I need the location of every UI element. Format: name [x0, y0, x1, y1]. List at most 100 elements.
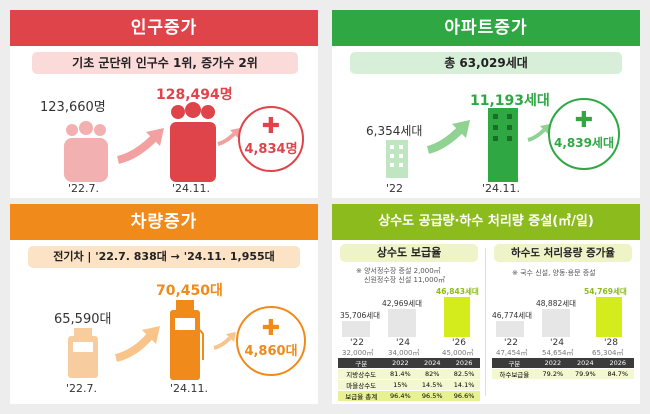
population-after-label: '24.11. — [172, 182, 211, 195]
small-arrow-icon — [217, 128, 240, 146]
table-header: 2026 — [448, 358, 480, 369]
table-header: 2024 — [416, 358, 449, 369]
population-subtitle: 기초 군단위 인구수 1위, 증가수 2위 — [32, 52, 298, 74]
sewage-bar-3 — [596, 297, 622, 337]
vehicle-panel: 차량증가 전기차 | '22.7. 838대 → '24.11. 1,955대 … — [10, 204, 318, 404]
sewage-note-1: ※ 국수 신설, 양동·용문 증설 — [512, 269, 596, 277]
apartment-panel: 아파트증가 총 63,029세대 6,354세대 '22 11,193세대 '2… — [332, 10, 640, 198]
growth-arrow-icon — [426, 120, 470, 154]
table-cell: 14.1% — [448, 379, 480, 391]
plus-icon: ✚ — [261, 114, 281, 139]
sewage-bar-2 — [542, 309, 570, 337]
supply-bar-2-year: '24 — [396, 338, 410, 348]
sewage-bar-1-year: '22 — [504, 338, 518, 348]
sewage-bar-2-value: 48,882세대 — [536, 299, 577, 308]
vehicle-after-value: 70,450대 — [156, 283, 223, 299]
supply-bar-1-cap: 32,000㎥ — [342, 349, 374, 357]
table-cell: 96.5% — [416, 390, 449, 402]
population-before-value: 123,660명 — [40, 100, 106, 115]
table-cell: 79.2% — [536, 368, 570, 380]
sewage-title: 하수도 처리용량 증가율 — [494, 244, 632, 262]
growth-arrow-icon — [116, 128, 164, 164]
population-panel: 인구증가 기초 군단위 인구수 1위, 증가수 2위 123,660명 '22.… — [10, 10, 318, 198]
table-header: 2024 — [569, 358, 602, 369]
table-header: 구분 — [492, 358, 537, 369]
supply-bar-2 — [388, 309, 416, 337]
apartment-subtitle: 총 63,029세대 — [350, 52, 622, 74]
sewage-bar-1-value: 46,774세대 — [492, 311, 533, 320]
table-cell: 14.5% — [416, 379, 449, 391]
vehicle-increase-value: 4,860대 — [244, 344, 298, 359]
supply-note-2: 신원정수장 신설 11,000㎥ — [364, 276, 446, 284]
table-cell: 하수보급율 — [492, 368, 537, 380]
supply-bar-3-cap: 45,000㎥ — [442, 349, 474, 357]
table-cell: 15% — [384, 379, 417, 391]
vehicle-before-value: 65,590대 — [54, 312, 112, 327]
sewage-bar-2-year: '24 — [550, 338, 564, 348]
supply-table: 구분 2022 2024 2026 지방상수도 81.4% 82% 82.5% 마을상수도 1… — [338, 358, 480, 402]
plus-icon: ✚ — [261, 316, 281, 341]
apartment-before-value: 6,354세대 — [366, 124, 423, 138]
vehicle-increase-badge: ✚ 4,860대 — [236, 306, 306, 376]
population-increase-value: 4,834명 — [244, 142, 298, 157]
population-title: 인구증가 — [10, 10, 318, 46]
supply-bar-3-value: 46,843세대 — [436, 287, 479, 296]
apartment-after-value: 11,193세대 — [470, 93, 550, 109]
apartment-increase-value: 4,839세대 — [553, 136, 615, 150]
population-before-label: '22.7. — [68, 182, 100, 195]
sewage-table: 구분 2022 2024 2026 하수보급율 79.2% 79.9% 84.7% — [492, 358, 634, 380]
supply-card: 상수도 보급율 ※ 양서정수장 증설 2,000㎥ 신원정수장 신설 11,00… — [336, 242, 482, 402]
table-cell: 보급율 총계 — [338, 390, 385, 402]
water-title: 상수도 공급량·하수 처리량 증설(㎥/일) — [332, 204, 640, 240]
people-small-icon — [64, 121, 108, 182]
population-increase-badge: ✚ 4,834명 — [238, 106, 304, 172]
supply-bar-1 — [342, 321, 370, 337]
small-arrow-icon — [213, 332, 236, 350]
supply-bar-3-year: '26 — [452, 338, 466, 348]
table-cell: 96.6% — [448, 390, 480, 402]
vehicle-title: 차량증가 — [10, 204, 318, 240]
apartment-after-label: '24.11. — [482, 182, 521, 195]
supply-bar-1-year: '22 — [350, 338, 364, 348]
sewage-bar-3-cap: 65,304㎥ — [592, 349, 624, 357]
table-cell: 82.5% — [448, 368, 480, 380]
sewage-bar-1 — [496, 321, 524, 337]
table-cell: 지방상수도 — [338, 368, 385, 380]
sewage-bar-1-cap: 47,454㎥ — [496, 349, 528, 357]
apartment-before-label: '22 — [386, 182, 404, 195]
sewage-bar-3-value: 54,769세대 — [584, 287, 627, 296]
table-header: 2026 — [601, 358, 634, 369]
supply-bar-2-value: 42,969세대 — [382, 299, 423, 308]
sewage-bar-2-cap: 54,654㎥ — [542, 349, 574, 357]
growth-arrow-icon — [114, 326, 160, 362]
vehicle-subtitle: 전기차 | '22.7. 838대 → '24.11. 1,955대 — [28, 246, 300, 268]
apartment-title: 아파트증가 — [332, 10, 640, 46]
water-panel: 상수도 공급량·하수 처리량 증설(㎥/일) 상수도 보급율 ※ 양서정수장 증… — [332, 204, 640, 404]
table-cell: 84.7% — [601, 368, 634, 380]
sewage-card: 하수도 처리용량 증가율 ※ 국수 신설, 양동·용문 증설 46,774세대 … — [490, 242, 636, 400]
table-cell: 81.4% — [384, 368, 417, 380]
supply-bar-2-cap: 34,000㎥ — [388, 349, 420, 357]
apartment-increase-badge: ✚ 4,839세대 — [548, 98, 620, 170]
table-cell: 96.4% — [384, 390, 417, 402]
supply-bar-3 — [444, 297, 470, 337]
divider — [485, 248, 486, 396]
supply-title: 상수도 보급율 — [340, 244, 478, 262]
table-header: 2022 — [536, 358, 570, 369]
vehicle-before-label: '22.7. — [66, 382, 98, 395]
table-cell: 79.9% — [569, 368, 602, 380]
table-cell: 82% — [416, 368, 449, 380]
vehicle-after-label: '24.11. — [170, 382, 209, 395]
building-small-icon — [386, 140, 408, 178]
fuel-pump-small-icon — [68, 328, 98, 378]
small-arrow-icon — [527, 124, 550, 142]
population-after-value: 128,494명 — [156, 87, 233, 103]
building-large-icon — [488, 108, 518, 182]
supply-bar-1-value: 35,706세대 — [340, 311, 381, 320]
table-header: 2022 — [384, 358, 417, 369]
supply-note-1: ※ 양서정수장 증설 2,000㎥ — [356, 267, 441, 275]
sewage-bar-3-year: '28 — [604, 338, 618, 348]
table-cell: 마을상수도 — [338, 379, 385, 391]
people-large-icon — [170, 102, 216, 182]
plus-icon: ✚ — [574, 108, 594, 133]
